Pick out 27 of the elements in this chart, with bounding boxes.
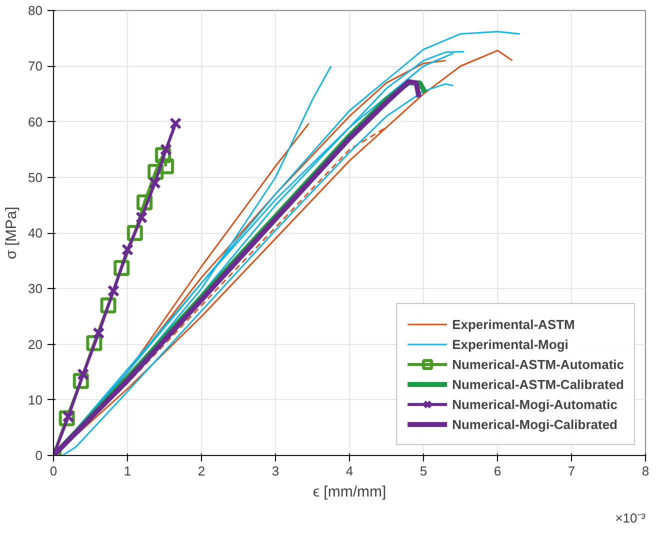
y-tick-label: 60 [28,114,43,130]
legend-label: Numerical-Mogi-Calibrated [452,416,618,432]
x-tick-label: 8 [642,464,650,478]
y-tick-label: 30 [28,281,43,296]
legend-label: Numerical-ASTM-Automatic [452,356,624,372]
legend-label: Experimental-Mogi [452,336,568,352]
y-tick-label: 20 [28,336,43,352]
x-tick-label: 0 [50,464,58,478]
y-tick-label: 50 [28,170,43,185]
x-tick-label: 5 [420,464,428,478]
x-tick-label: 4 [346,464,354,478]
x-tick-label: 3 [272,464,280,478]
legend-label: Numerical-Mogi-Automatic [452,396,618,412]
x-tick-label: 1 [124,464,132,478]
x-tick-label: 6 [494,464,502,478]
x-tick-label: 2 [198,464,206,478]
y-tick-label: 40 [28,226,43,240]
x-axis-title: ϵ [mm/mm] [312,484,386,500]
x-tick-label: 7 [568,464,576,478]
legend-label: Numerical-ASTM-Calibrated [452,376,624,392]
legend-label: Experimental-ASTM [452,316,575,332]
y-tick-label: 0 [35,448,43,463]
y-tick-label: 70 [28,58,43,74]
y-axis-title: σ [MPa] [3,206,20,260]
y-tick-label: 10 [28,392,43,408]
y-tick-label: 80 [28,3,43,18]
text: ×10⁻³ [615,510,646,526]
